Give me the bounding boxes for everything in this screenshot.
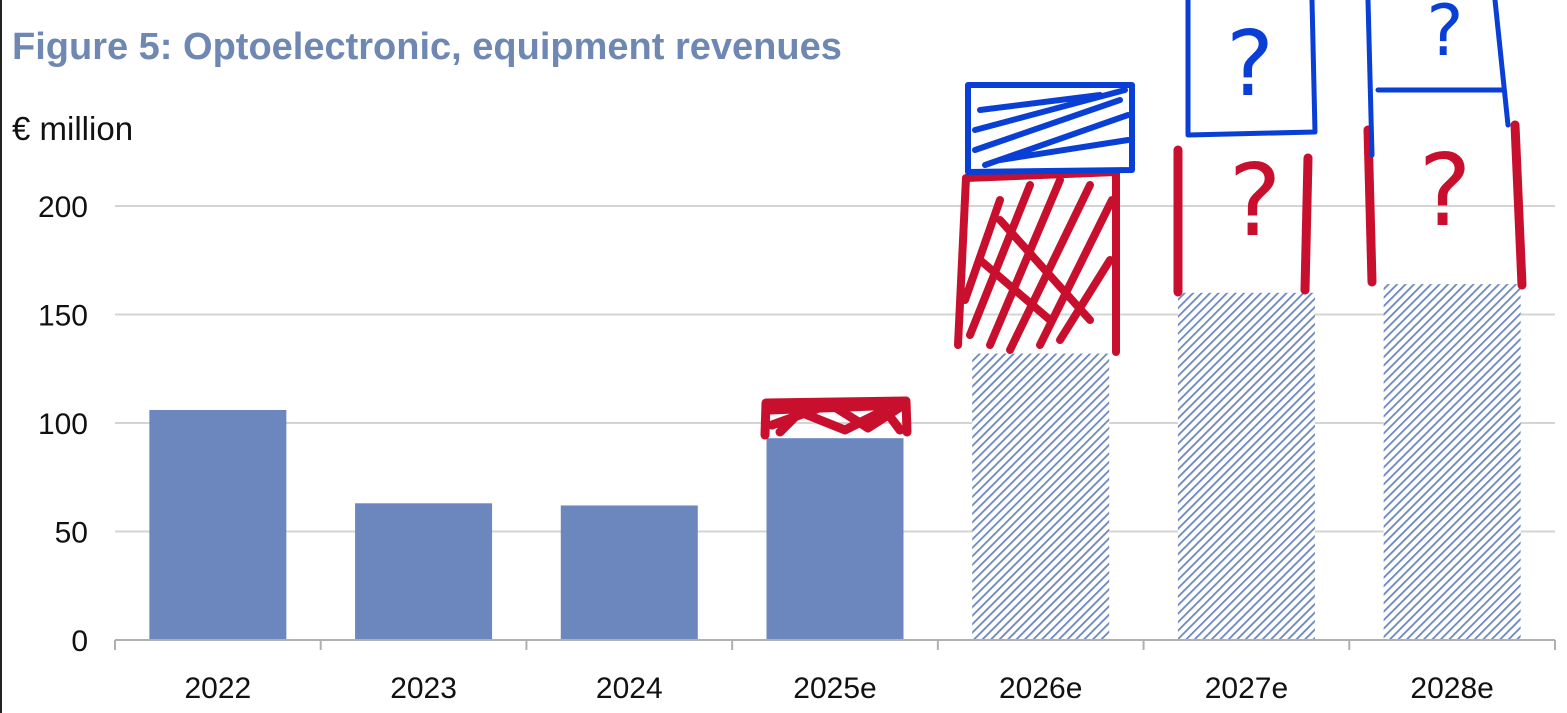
bar-2026e (972, 353, 1110, 640)
bar-2022 (149, 409, 287, 640)
bar-2023 (355, 503, 493, 640)
bars (149, 284, 1521, 640)
scribble-2026e-red (954, 168, 1120, 356)
x-tick-label-2028e: 2028e (1410, 672, 1493, 705)
x-tick-label-2022: 2022 (184, 672, 251, 705)
bar-2024 (560, 505, 698, 640)
question-mark-2027e-blue: ? (1226, 12, 1274, 117)
y-axis-unit-label: € million (12, 110, 134, 147)
y-tick-label-150: 150 (38, 300, 88, 333)
y-tick-label-100: 100 (38, 408, 88, 441)
hand-drawn-annotations: ???? (760, 0, 1527, 440)
x-tick-label-2024: 2024 (596, 672, 663, 705)
y-tick-label-0: 0 (71, 625, 88, 658)
x-tick-label-2026e: 2026e (999, 672, 1082, 705)
bracket-2028e-red (1363, 120, 1527, 290)
y-tick-label-50: 50 (55, 517, 88, 550)
box-2028e-blue (1365, 0, 1511, 158)
chart-title: Figure 5: Optoelectronic, equipment reve… (12, 26, 842, 68)
x-tick-label-2025e: 2025e (793, 672, 876, 705)
y-tick-label-200: 200 (38, 191, 88, 224)
scribble-2026e-blue (965, 82, 1135, 175)
question-mark-2028e-blue: ? (1426, 0, 1463, 72)
box-2027e-blue (1185, 0, 1318, 138)
question-mark-2028e-red: ? (1418, 132, 1471, 249)
question-mark-2027e-red: ? (1228, 142, 1281, 259)
bar-2027e (1177, 292, 1315, 640)
bracket-2027e-red (1173, 145, 1313, 297)
bar-2025e (766, 438, 904, 640)
axes: 0 50 100 150 200 2022 2023 2024 2025e 2026e 2027e 2… (38, 191, 1556, 705)
bar-2028e (1383, 284, 1521, 640)
x-tick-label-2027e: 2027e (1205, 672, 1288, 705)
scribble-2025e-red (760, 396, 912, 440)
x-tick-label-2023: 2023 (390, 672, 457, 705)
left-frame-border (0, 0, 2, 713)
